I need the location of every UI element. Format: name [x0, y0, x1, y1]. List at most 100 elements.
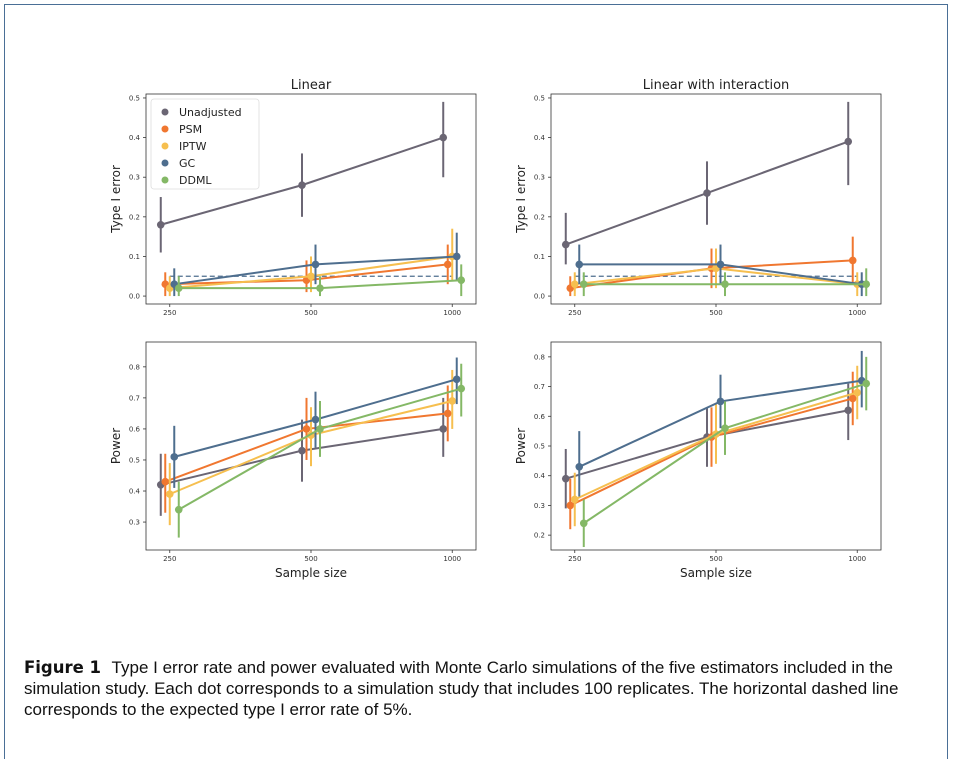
series-psm: [161, 385, 452, 513]
data-point: [439, 425, 448, 433]
legend-marker: [161, 159, 169, 167]
x-tick-label: 1000: [443, 309, 461, 317]
series-iptw: [570, 248, 862, 297]
data-point: [316, 284, 324, 292]
data-point: [161, 477, 170, 486]
x-tick-label: 1000: [443, 555, 461, 563]
x-tick-label: 250: [163, 555, 176, 563]
x-tick-label: 250: [163, 309, 176, 317]
legend-entry: IPTW: [179, 140, 207, 153]
series-unadjusted: [156, 101, 448, 253]
x-tick-label: 1000: [848, 555, 866, 563]
y-tick-label: 0.5: [534, 94, 545, 102]
data-point: [298, 446, 306, 455]
data-point: [561, 240, 570, 249]
data-point: [862, 379, 871, 388]
data-point: [302, 425, 311, 433]
data-point: [570, 280, 579, 288]
legend-box: [150, 98, 260, 190]
y-axis-label: Type I error: [514, 165, 528, 234]
figure-caption: Figure 1 Type I error rate and power eva…: [24, 657, 939, 720]
legend-marker: [161, 108, 169, 116]
data-point: [311, 260, 320, 269]
data-point: [579, 519, 588, 528]
legend-entry: PSM: [179, 123, 202, 136]
chart-title: Linear with interaction: [643, 78, 790, 93]
y-tick-label: 0.5: [534, 443, 545, 451]
data-point: [316, 425, 324, 433]
data-point: [298, 181, 306, 189]
data-point: [862, 280, 871, 288]
legend-marker: [161, 142, 169, 150]
y-tick-label: 0.2: [534, 213, 545, 221]
y-tick-label: 0.4: [534, 472, 546, 480]
data-point: [311, 415, 320, 424]
legend: Unadjusted PSM IPTW GC DDML: [150, 98, 260, 190]
y-tick-label: 0.7: [534, 383, 545, 391]
data-point: [575, 260, 584, 269]
legend-entry: Unadjusted: [179, 106, 242, 119]
legend-entry: GC: [179, 157, 196, 170]
data-point: [174, 505, 183, 514]
y-axis-label: Power: [514, 428, 528, 464]
data-point: [716, 397, 725, 406]
data-point: [566, 501, 575, 510]
data-point: [848, 394, 857, 403]
x-axis-label: Sample size: [275, 566, 347, 580]
series-ddml: [174, 264, 466, 297]
y-axis-label: Type I error: [109, 165, 123, 234]
series-gc: [575, 244, 866, 297]
x-tick-label: 250: [568, 555, 581, 563]
y-tick-label: 0.2: [129, 213, 140, 221]
data-point: [443, 260, 452, 269]
chart-panel-1: Linear Type I error 0.0 0.1 0.2 0.3 0.4 0.5 250 5…: [109, 78, 477, 317]
data-point: [307, 272, 315, 281]
data-point: [443, 409, 452, 418]
data-point: [844, 406, 853, 415]
x-tick-label: 250: [568, 309, 581, 317]
x-tick-label: 500: [304, 309, 317, 317]
y-tick-label: 0.6: [129, 425, 141, 433]
y-tick-label: 0.4: [129, 488, 141, 496]
legend-marker: [161, 176, 169, 184]
y-tick-label: 0.5: [129, 94, 140, 102]
x-tick-label: 500: [709, 309, 722, 317]
x-tick-label: 500: [709, 555, 722, 563]
data-point: [165, 490, 174, 498]
data-point: [721, 280, 729, 288]
data-point: [570, 495, 579, 504]
data-point: [448, 397, 457, 405]
y-tick-label: 0.2: [534, 532, 545, 540]
chart-panel-3: Power Sample size 0.3 0.4 0.5 0.6 0.7 0.8 250 500…: [109, 341, 477, 580]
data-point: [561, 474, 570, 483]
series-gc: [575, 350, 866, 497]
y-tick-label: 0.0: [129, 293, 140, 301]
legend-marker: [161, 125, 169, 133]
x-tick-label: 1000: [848, 309, 866, 317]
data-point: [579, 280, 588, 288]
data-point: [452, 252, 461, 261]
series-ddml: [579, 356, 871, 548]
figure-frame: [4, 4, 948, 759]
y-tick-label: 0.5: [129, 456, 140, 464]
y-tick-label: 0.3: [534, 502, 545, 510]
y-tick-label: 0.4: [534, 134, 546, 142]
series-gc: [170, 357, 461, 488]
x-tick-label: 500: [304, 555, 317, 563]
data-point: [575, 463, 584, 471]
data-point: [439, 133, 448, 142]
caption-text: Type I error rate and power evaluated wi…: [24, 658, 899, 719]
figure-panels: Linear Type I error 0.0 0.1 0.2 0.3 0.4 0.5 250 5…: [109, 78, 882, 580]
series-unadjusted: [561, 383, 853, 509]
caption-label: Figure 1: [24, 658, 102, 677]
data-point: [703, 189, 711, 197]
y-tick-label: 0.1: [534, 253, 545, 261]
legend-entry: DDML: [179, 174, 212, 187]
data-point: [452, 375, 461, 384]
series-gc: [170, 232, 461, 297]
y-tick-label: 0.7: [129, 394, 140, 402]
x-axis-label: Sample size: [680, 566, 752, 580]
data-point: [721, 424, 729, 432]
data-point: [853, 388, 862, 397]
data-point: [716, 260, 725, 269]
